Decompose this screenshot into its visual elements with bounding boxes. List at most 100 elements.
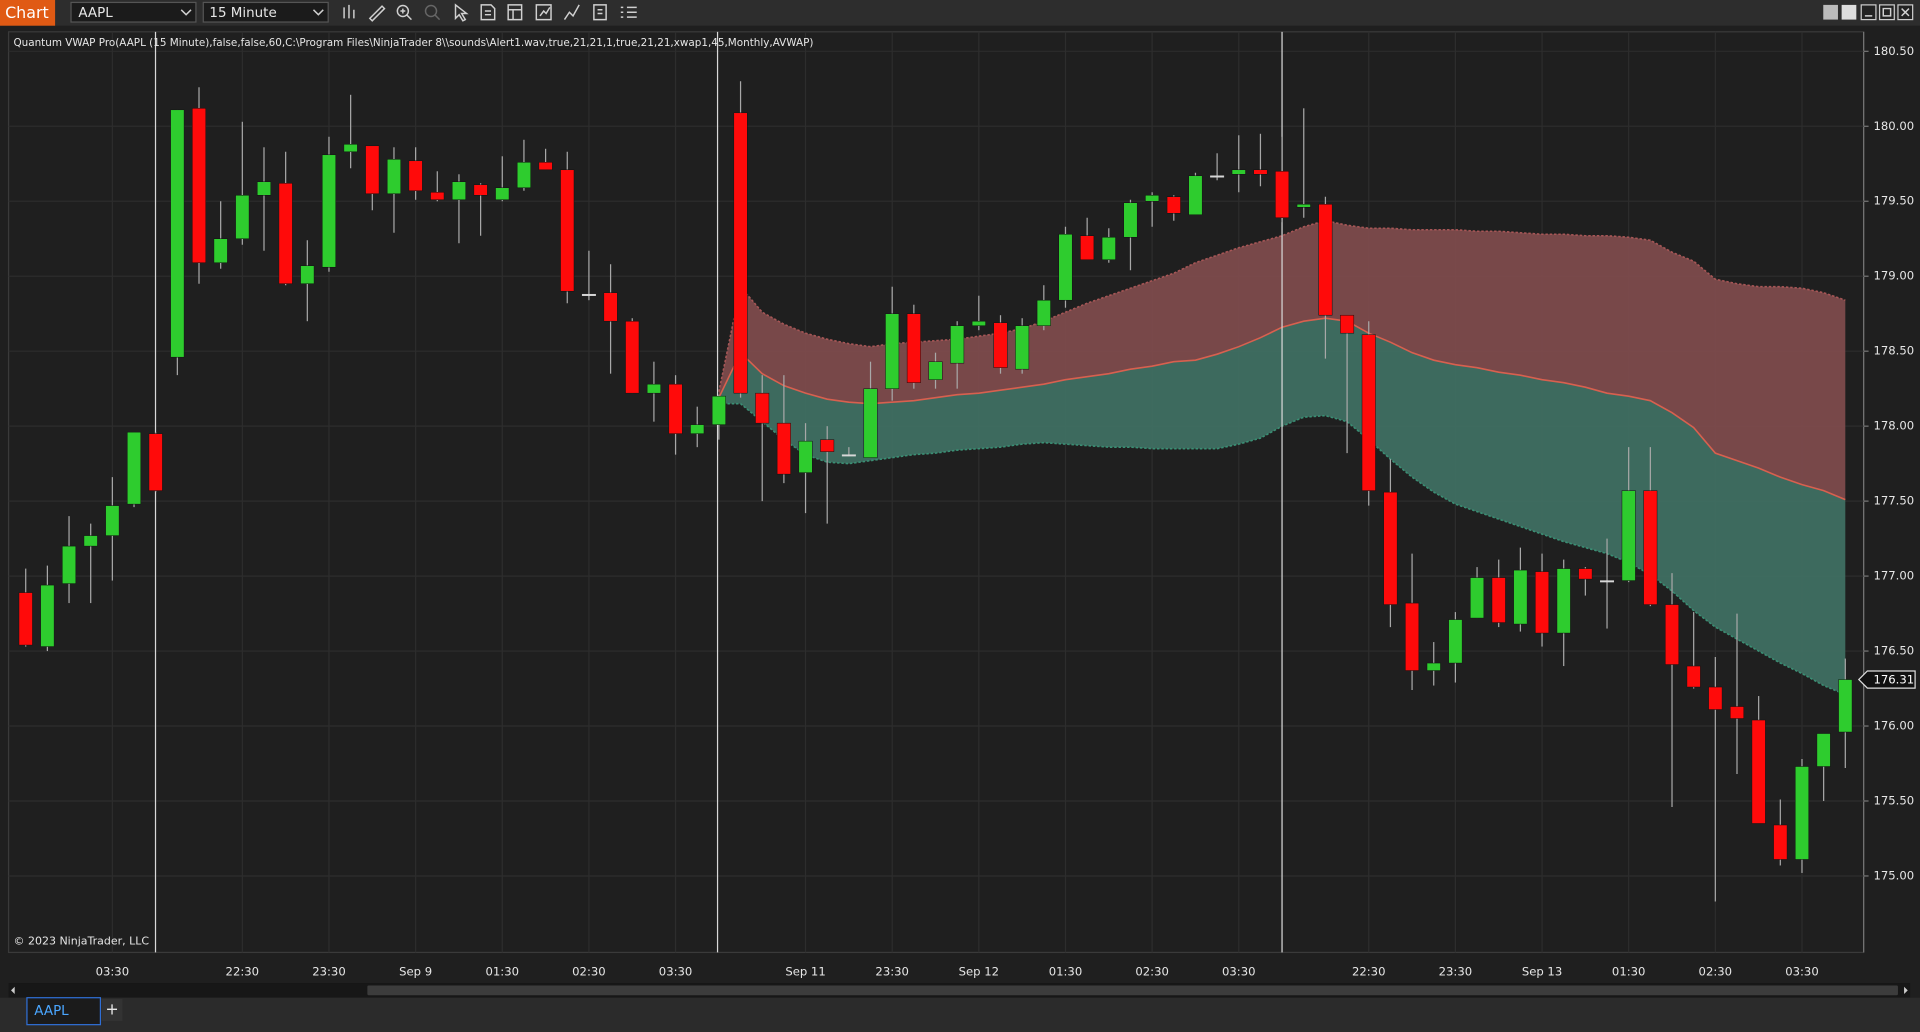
candle-body xyxy=(1275,171,1290,218)
candle-body xyxy=(365,145,380,195)
instrument-dropdown[interactable] xyxy=(70,1,197,23)
candle-body xyxy=(1383,491,1398,605)
copyright: © 2023 NinjaTrader, LLC xyxy=(13,934,149,947)
scrollbar-thumb[interactable] xyxy=(367,985,1898,996)
candle-body xyxy=(1816,733,1831,767)
zoom-out-icon[interactable] xyxy=(424,4,438,18)
candle-body xyxy=(1080,235,1095,260)
x-tick-label: Sep 13 xyxy=(1522,965,1562,979)
candle-body xyxy=(321,154,336,268)
y-tick-label: 177.00 xyxy=(1873,569,1914,583)
candle-body xyxy=(906,313,921,383)
candle-body xyxy=(495,187,510,201)
candle-body xyxy=(1708,686,1723,710)
candle-body xyxy=(646,383,661,394)
candle-body xyxy=(1578,568,1593,580)
data-box-icon[interactable] xyxy=(480,4,496,21)
candle-body xyxy=(1795,766,1809,860)
zoom-in-icon[interactable] xyxy=(396,4,410,18)
candle-body xyxy=(603,292,618,322)
x-tick-label: 02:30 xyxy=(572,965,606,979)
candle-body xyxy=(516,162,531,189)
template-icon[interactable] xyxy=(593,4,607,21)
candle-body xyxy=(950,325,965,364)
y-tick-label: 179.50 xyxy=(1873,194,1914,208)
candle-body xyxy=(1405,602,1420,671)
candle-body xyxy=(1513,569,1528,625)
candle-body xyxy=(148,433,163,491)
minimize-button[interactable] xyxy=(1860,4,1877,21)
axes: 180.50 180.00 179.50 179.00 178.50 178.00 177.… xyxy=(96,44,1916,979)
candle-body xyxy=(18,592,33,646)
properties-icon[interactable] xyxy=(507,4,523,21)
indicator-label: Quantum VWAP Pro(AAPL (15 Minute),false,… xyxy=(13,37,813,49)
candle-body xyxy=(1015,325,1030,370)
x-tick-label: 22:30 xyxy=(226,965,260,979)
candle-body xyxy=(711,395,726,425)
x-tick-label: 23:30 xyxy=(875,965,909,979)
candle-body xyxy=(1145,195,1160,202)
candle-body xyxy=(278,183,293,284)
candle-body xyxy=(1730,706,1744,719)
candle-body xyxy=(1448,619,1463,664)
candle-body xyxy=(625,320,640,394)
candle-body xyxy=(841,454,856,457)
x-tick-label: Sep 12 xyxy=(959,965,999,979)
pointer-icon[interactable] xyxy=(454,3,469,22)
candle-body xyxy=(1036,299,1051,326)
y-tick-label: 175.00 xyxy=(1873,868,1914,882)
interval-dropdown[interactable] xyxy=(202,1,329,23)
candle-body xyxy=(170,109,185,358)
candle-body xyxy=(1296,204,1311,208)
candle-body xyxy=(1751,719,1766,824)
x-tick-label: 01:30 xyxy=(1612,965,1646,979)
y-tick-label: 180.50 xyxy=(1873,44,1914,58)
candle-body xyxy=(733,112,748,394)
candle-body xyxy=(105,505,120,536)
candle-body xyxy=(62,545,77,584)
bars-icon[interactable] xyxy=(343,4,355,19)
candle-body xyxy=(885,313,900,389)
window-button[interactable] xyxy=(1841,4,1857,20)
band-fill xyxy=(718,220,1846,500)
candle-body xyxy=(127,431,142,505)
list-icon[interactable] xyxy=(620,6,637,18)
chart-menu-label: Chart xyxy=(5,3,49,22)
candle-body xyxy=(1470,577,1485,619)
candle-body xyxy=(1621,490,1636,581)
candle-body xyxy=(430,192,445,201)
candle-body xyxy=(1535,571,1550,634)
y-tick-label: 176.50 xyxy=(1873,644,1914,658)
x-tick-label: 03:30 xyxy=(1222,965,1256,979)
candle-body xyxy=(1361,334,1376,491)
window-glyphs xyxy=(1864,7,1910,17)
candle-body xyxy=(408,160,423,192)
x-tick-label: 23:30 xyxy=(1439,965,1473,979)
x-tick-label: 01:30 xyxy=(1049,965,1083,979)
y-tick-label: 179.00 xyxy=(1873,269,1914,283)
candle-body xyxy=(1101,236,1116,260)
tab-label: AAPL xyxy=(34,1004,69,1019)
candle-body xyxy=(1773,824,1788,860)
candle-body xyxy=(192,108,206,263)
strategy-icon[interactable] xyxy=(535,4,552,21)
candle-body xyxy=(1838,679,1853,733)
candle-body xyxy=(40,584,55,647)
candle-body xyxy=(83,535,98,547)
indicator-icon[interactable] xyxy=(563,4,580,20)
zoom-in-glyph xyxy=(400,8,412,21)
candle-body xyxy=(473,184,488,196)
candle-body xyxy=(776,422,791,475)
new-tab-label: + xyxy=(105,999,118,1018)
window-button[interactable] xyxy=(1823,4,1838,20)
chart-menu-button[interactable] xyxy=(0,0,56,26)
draw-icon[interactable] xyxy=(368,5,386,22)
tab[interactable] xyxy=(26,997,102,1026)
dropdown-arrow xyxy=(180,9,192,16)
candle-body xyxy=(1686,665,1701,688)
candle-body xyxy=(213,238,228,263)
candles xyxy=(18,81,1853,902)
maximize-button[interactable] xyxy=(1878,4,1895,21)
new-tab-button[interactable] xyxy=(101,998,123,1021)
